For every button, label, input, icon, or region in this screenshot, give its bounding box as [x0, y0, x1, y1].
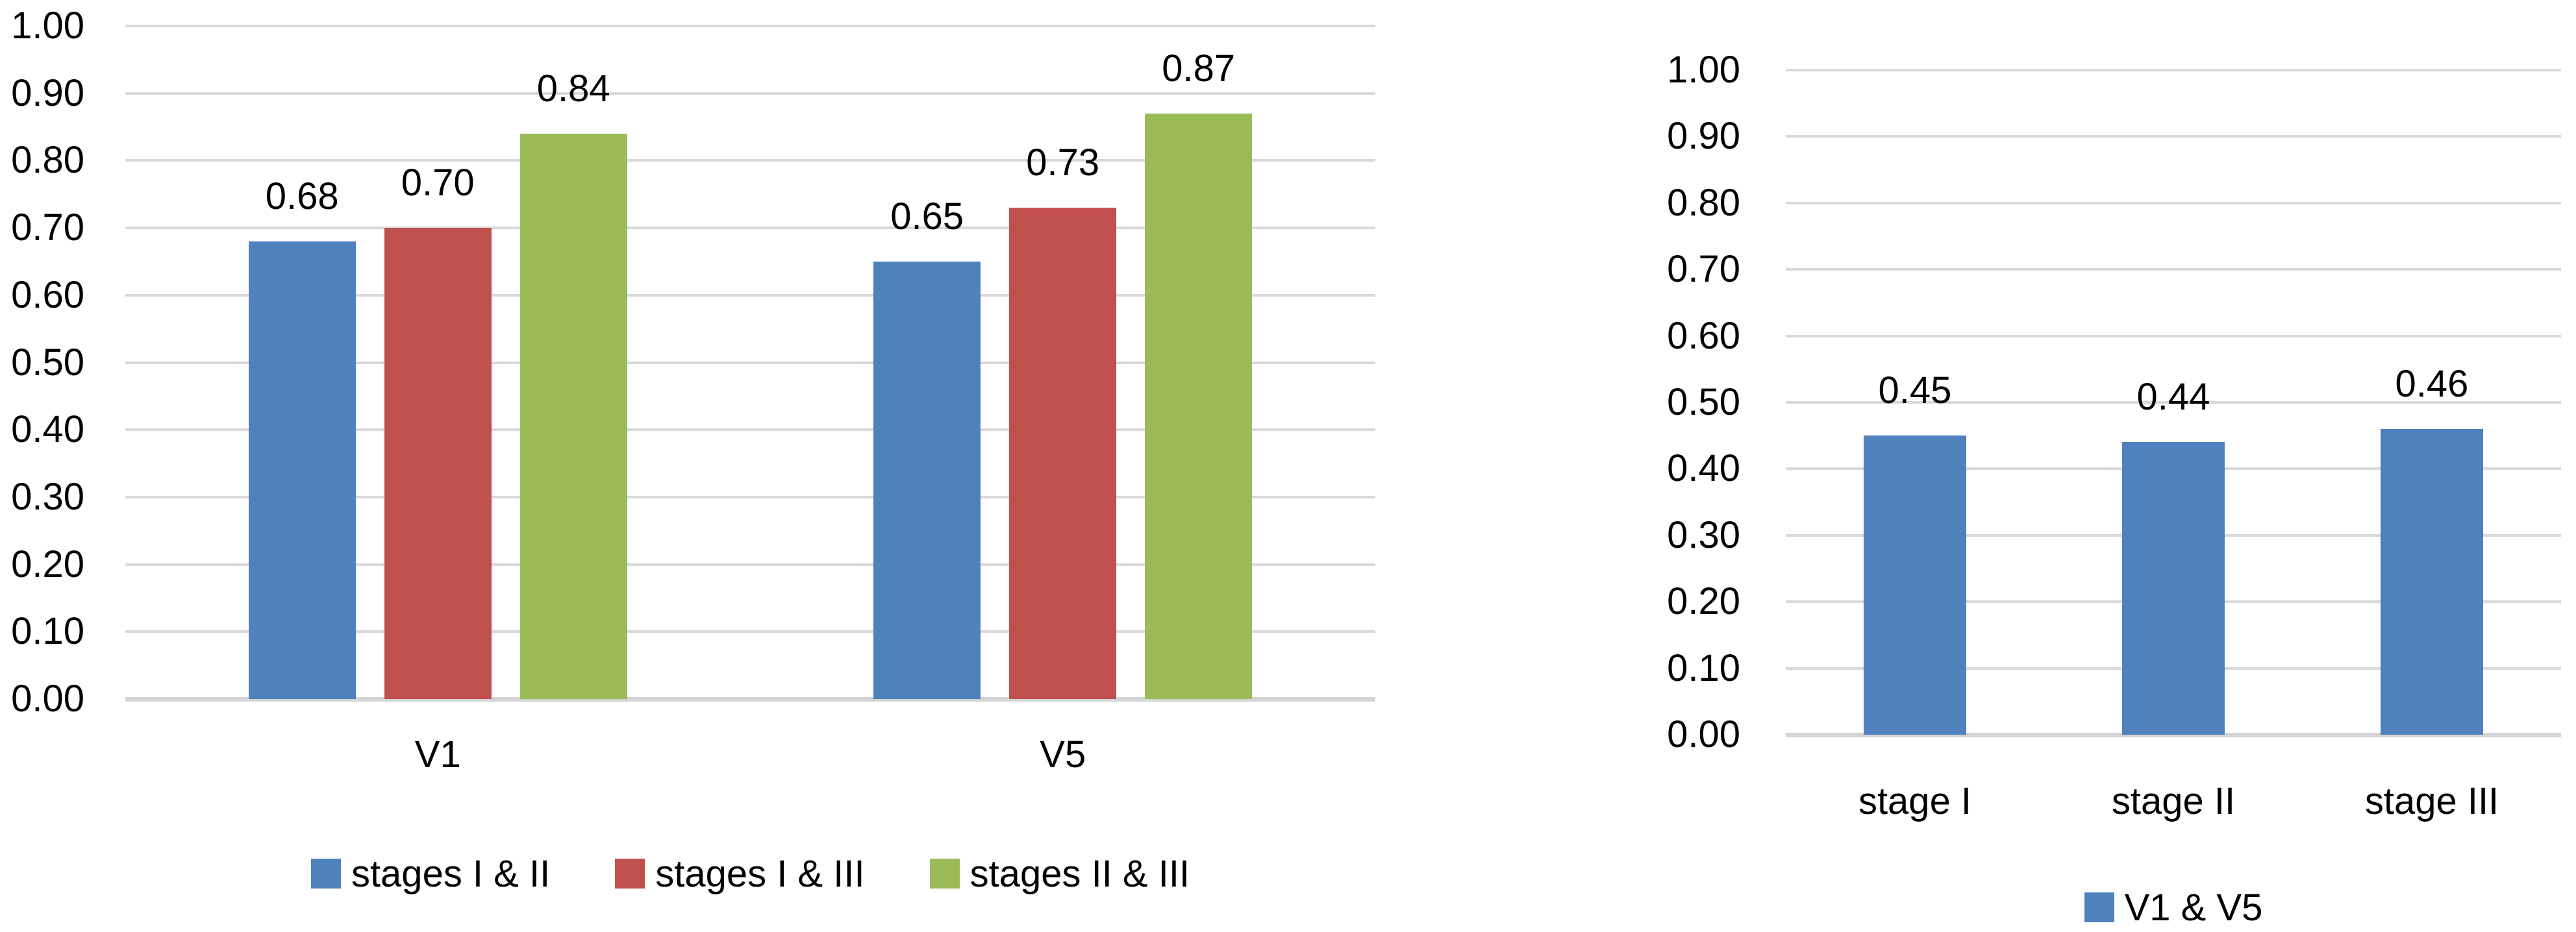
- x-category-label: stage II: [2111, 780, 2236, 822]
- y-axis-tick-label: 0.70: [11, 206, 84, 249]
- legend-swatch: [929, 859, 960, 889]
- y-axis-tick-label: 0.40: [1667, 447, 1740, 490]
- bar-v5-stages-i-and-iii: [1009, 207, 1117, 699]
- y-axis-tick-label: 0.30: [11, 475, 84, 518]
- bar-v5-stages-i-and-ii: [873, 261, 981, 699]
- gridline: [125, 293, 1375, 297]
- x-axis-line: [1786, 733, 2561, 737]
- legend: V1 & V5: [1786, 881, 2561, 932]
- legend-label: stages II & III: [969, 852, 1190, 895]
- gridline: [125, 25, 1375, 27]
- legend-label: V1 & V5: [2124, 886, 2263, 929]
- y-axis-tick-label: 0.00: [1667, 713, 1740, 755]
- gridline: [125, 159, 1375, 162]
- y-axis-tick-label: 0.90: [1667, 115, 1740, 158]
- x-category-label: V5: [1040, 733, 1086, 776]
- bar-stage-i-v1-and-v5: [1864, 435, 1966, 735]
- legend-swatch: [2084, 892, 2114, 922]
- y-axis-tick-label: 0.70: [1667, 248, 1740, 291]
- gridline: [125, 495, 1375, 498]
- y-axis-tick-label: 0.50: [1667, 381, 1740, 423]
- gridline: [1786, 334, 2561, 337]
- bar-v1-stages-i-and-ii: [248, 241, 356, 699]
- legend-item-v1-and-v5: V1 & V5: [2084, 886, 2263, 929]
- bar-value-label: 0.45: [1878, 369, 1952, 412]
- gridline: [1786, 69, 2561, 71]
- bar-value-label: 0.84: [536, 67, 610, 110]
- bar-value-label: 0.44: [2136, 376, 2210, 419]
- gridline: [1786, 401, 2561, 404]
- bar-value-label: 0.68: [265, 175, 339, 217]
- gridline: [125, 428, 1375, 432]
- y-axis-tick-label: 0.10: [11, 610, 84, 653]
- y-axis-tick-label: 0.50: [11, 341, 84, 384]
- gridline: [125, 92, 1375, 95]
- bar-value-label: 0.46: [2395, 362, 2469, 405]
- legend-item-stages-ii-and-iii: stages II & III: [929, 852, 1190, 896]
- bar-stage-iii-v1-and-v5: [2381, 428, 2483, 735]
- y-axis-tick-label: 0.90: [11, 71, 84, 114]
- legend-item-stages-i-and-ii: stages I & II: [310, 852, 551, 896]
- y-axis-tick-label: 0.20: [1667, 580, 1740, 623]
- bar-value-label: 0.87: [1162, 47, 1236, 90]
- legend-swatch: [615, 859, 645, 889]
- gridline: [125, 630, 1375, 633]
- bar-stage-ii-v1-and-v5: [2122, 442, 2225, 735]
- y-axis-tick-label: 0.10: [1667, 646, 1740, 689]
- y-axis-tick-label: 0.60: [1667, 314, 1740, 357]
- bar-value-label: 0.70: [401, 162, 475, 204]
- bar-v1-stages-i-and-iii: [384, 228, 492, 699]
- y-axis-tick-label: 0.00: [11, 678, 84, 720]
- legend-label: stages I & III: [655, 852, 865, 895]
- bar-v5-stages-ii-and-iii: [1145, 113, 1253, 699]
- gridline: [125, 563, 1375, 566]
- bar-value-label: 0.65: [890, 195, 964, 238]
- y-axis-tick-label: 0.20: [11, 543, 84, 585]
- y-axis-tick-label: 0.30: [1667, 513, 1740, 556]
- y-axis-tick-label: 1.00: [11, 5, 84, 47]
- legend-label: stages I & II: [351, 852, 551, 895]
- gridline: [125, 227, 1375, 230]
- y-axis-tick-label: 1.00: [1667, 49, 1740, 91]
- y-axis-tick-label: 0.80: [1667, 181, 1740, 224]
- x-category-label: V1: [414, 733, 461, 776]
- gridline: [1786, 201, 2561, 204]
- legend-item-stages-i-and-iii: stages I & III: [615, 852, 865, 896]
- x-axis-line: [125, 697, 1375, 702]
- bar-value-label: 0.73: [1026, 141, 1100, 184]
- gridline: [1786, 268, 2561, 271]
- bar-v1-stages-ii-and-iii: [519, 133, 627, 699]
- legend: stages I & II stages I & III stages II & I…: [125, 848, 1375, 900]
- y-axis-tick-label: 0.60: [11, 273, 84, 316]
- y-axis-tick-label: 0.40: [11, 408, 84, 451]
- y-axis-tick-label: 0.80: [11, 139, 84, 182]
- x-category-label: stage III: [2364, 780, 2499, 822]
- x-category-label: stage I: [1858, 780, 1972, 822]
- gridline: [1786, 135, 2561, 138]
- gridline: [125, 361, 1375, 364]
- legend-swatch: [310, 859, 341, 889]
